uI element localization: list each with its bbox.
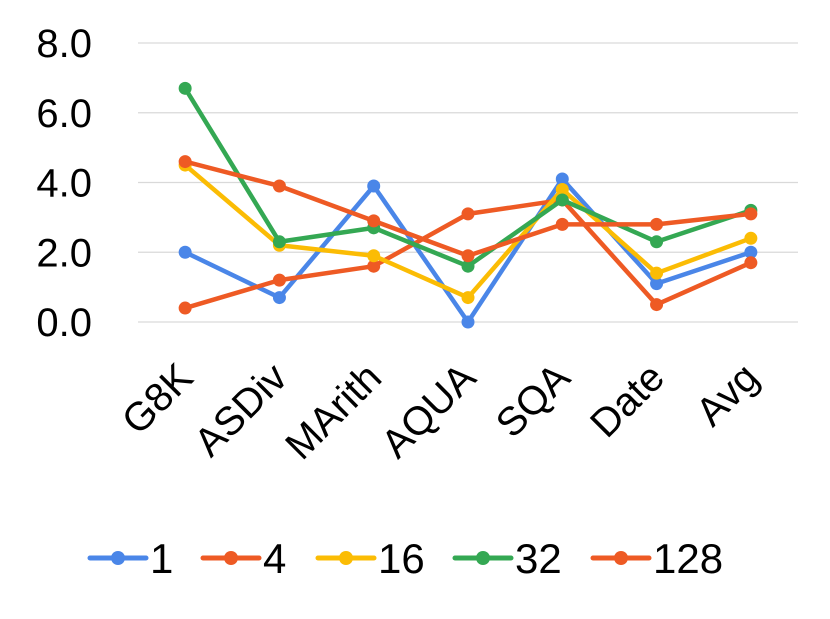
data-point	[744, 256, 758, 270]
legend-label: 128	[653, 535, 723, 582]
data-point	[367, 214, 381, 228]
x-tick-label: Date	[582, 355, 673, 446]
data-point	[650, 298, 664, 312]
y-axis-ticks: 0.0 2.0 4.0 6.0 8.0	[36, 22, 92, 345]
data-point	[650, 277, 664, 291]
data-point	[272, 179, 286, 193]
data-point	[272, 273, 286, 287]
data-point	[650, 266, 664, 280]
legend-item: 16	[315, 535, 425, 582]
data-point	[178, 245, 192, 259]
data-point	[555, 172, 569, 186]
x-tick-label: SQA	[488, 355, 579, 446]
series-lines	[178, 81, 758, 329]
legend-item: 32	[452, 535, 562, 582]
series-1	[178, 172, 758, 329]
y-tick-label: 6.0	[36, 92, 92, 136]
data-point	[367, 179, 381, 193]
data-point	[461, 291, 475, 305]
data-point	[744, 245, 758, 259]
data-point	[272, 235, 286, 249]
data-point	[461, 315, 475, 329]
data-point	[650, 235, 664, 249]
data-point	[461, 249, 475, 263]
data-point	[178, 81, 192, 95]
legend-label: 32	[515, 535, 562, 582]
x-tick-label: AQUA	[373, 355, 484, 466]
legend-marker	[339, 551, 353, 565]
legend-marker	[224, 551, 238, 565]
data-point	[555, 182, 569, 196]
data-point	[272, 291, 286, 305]
x-tick-label: MArith	[277, 355, 390, 468]
legend-label: 16	[378, 535, 425, 582]
data-point	[555, 217, 569, 231]
legend-marker	[614, 551, 628, 565]
data-point	[650, 217, 664, 231]
data-point	[744, 207, 758, 221]
data-point	[555, 193, 569, 207]
legend-marker	[476, 551, 490, 565]
legend: 1 4 16 32 128	[87, 535, 723, 582]
legend-item: 1	[87, 535, 173, 582]
data-point	[461, 259, 475, 273]
legend-marker	[111, 551, 125, 565]
gridlines	[138, 42, 798, 323]
legend-item: 4	[200, 535, 286, 582]
series-32	[178, 81, 758, 273]
data-point	[744, 231, 758, 245]
x-tick-label: Avg	[688, 355, 767, 434]
data-point	[178, 155, 192, 169]
legend-item: 128	[590, 535, 723, 582]
data-point	[461, 207, 475, 221]
data-point	[367, 249, 381, 263]
y-tick-label: 2.0	[36, 231, 92, 275]
legend-label: 4	[263, 535, 286, 582]
data-point	[178, 301, 192, 315]
series-128	[178, 155, 758, 263]
y-tick-label: 0.0	[36, 301, 92, 345]
data-point	[367, 259, 381, 273]
legend-label: 1	[150, 535, 173, 582]
x-tick-label: G8K	[114, 355, 202, 443]
y-tick-label: 4.0	[36, 162, 92, 206]
y-tick-label: 8.0	[36, 22, 92, 66]
x-tick-label: ASDiv	[186, 355, 296, 465]
